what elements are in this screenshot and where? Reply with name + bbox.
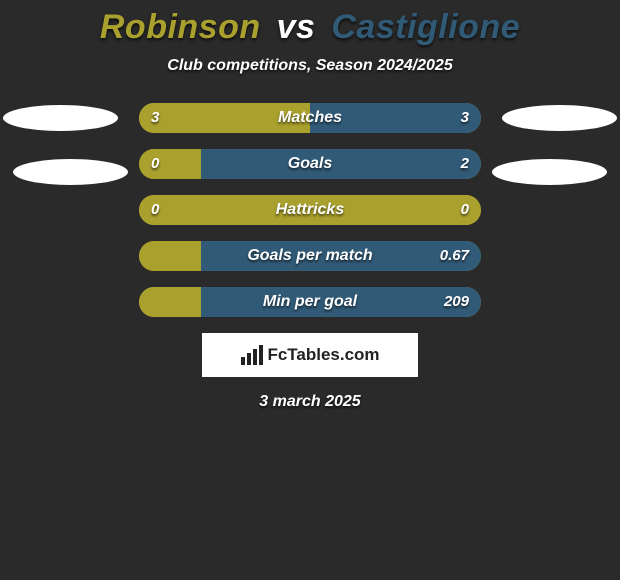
player2-name: Castiglione bbox=[331, 8, 520, 46]
logo-text: FcTables.com bbox=[267, 345, 379, 365]
bar-fill-right bbox=[201, 287, 481, 317]
bar-fill-left bbox=[139, 241, 201, 271]
player2-photo-placeholder bbox=[502, 105, 617, 131]
bar-fill-right bbox=[310, 103, 481, 133]
player1-club-placeholder bbox=[13, 159, 128, 185]
site-logo: FcTables.com bbox=[202, 333, 418, 377]
stat-row: Goals per match0.67 bbox=[139, 241, 481, 271]
bar-fill-left bbox=[139, 195, 481, 225]
stats-area: Matches33 Goals02 Hattricks00 Goals per mat… bbox=[0, 103, 620, 317]
comparison-infographic: Robinson vs Castiglione Club competition… bbox=[0, 0, 620, 580]
bars-icon bbox=[240, 345, 264, 365]
stat-row: Goals02 bbox=[139, 149, 481, 179]
page-title: Robinson vs Castiglione bbox=[0, 0, 620, 47]
bar-fill-left bbox=[139, 149, 201, 179]
vs-label: vs bbox=[271, 8, 322, 46]
stat-row: Matches33 bbox=[139, 103, 481, 133]
subtitle: Club competitions, Season 2024/2025 bbox=[0, 57, 620, 75]
bar-fill-right bbox=[201, 241, 481, 271]
stat-row: Min per goal209 bbox=[139, 287, 481, 317]
bar-fill-left bbox=[139, 103, 310, 133]
bar-fill-right bbox=[201, 149, 481, 179]
player1-name: Robinson bbox=[100, 8, 261, 46]
player2-club-placeholder bbox=[492, 159, 607, 185]
stat-bars: Matches33 Goals02 Hattricks00 Goals per mat… bbox=[139, 103, 481, 317]
footer-date: 3 march 2025 bbox=[0, 393, 620, 411]
player1-photo-placeholder bbox=[3, 105, 118, 131]
stat-row: Hattricks00 bbox=[139, 195, 481, 225]
bar-fill-left bbox=[139, 287, 201, 317]
